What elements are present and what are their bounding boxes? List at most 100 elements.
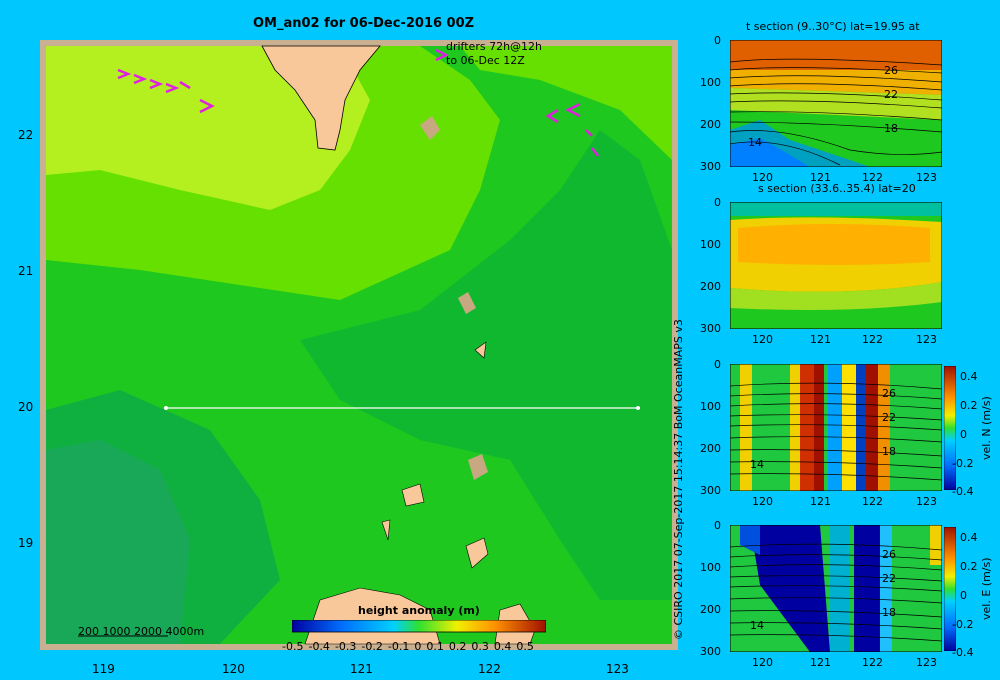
colorbar-tick: 0.5 <box>516 640 534 653</box>
land-taiwan <box>261 45 381 151</box>
panel-lon-tick: 123 <box>916 333 937 346</box>
panel-lon-tick: 122 <box>862 171 883 184</box>
colorbar-tick: -0.1 <box>387 640 410 653</box>
vel-tick: 0 <box>960 589 967 602</box>
contour-label: 22 <box>884 88 898 101</box>
vel-tick: 0.2 <box>960 399 978 412</box>
vel-n-panel <box>730 364 942 491</box>
vel-tick: -0.4 <box>952 646 974 659</box>
contour-label: 14 <box>750 458 764 471</box>
depth-tick: 100 <box>700 400 721 413</box>
depth-tick: 0 <box>714 358 721 371</box>
panel-lon-tick: 123 <box>916 495 937 508</box>
contour-label: 26 <box>882 387 896 400</box>
land-island <box>401 483 425 507</box>
depth-tick: 200 <box>700 442 721 455</box>
colorbar-title: height anomaly (m) <box>358 604 480 617</box>
lat-tick: 22 <box>18 128 34 142</box>
depth-tick: 100 <box>700 561 721 574</box>
depth-tick: 100 <box>700 76 721 89</box>
s-section-panel <box>730 202 942 329</box>
lon-tick: 121 <box>350 662 373 676</box>
panel-lon-tick: 120 <box>752 171 773 184</box>
vel-n-label: vel. N (m/s) <box>980 396 993 460</box>
vel-tick: -0.2 <box>952 618 974 631</box>
panel-lon-tick: 121 <box>810 495 831 508</box>
lon-tick: 120 <box>222 662 245 676</box>
panel-lon-tick: 122 <box>862 333 883 346</box>
t-section-panel <box>730 40 942 167</box>
depth-tick: 0 <box>714 196 721 209</box>
lat-tick: 19 <box>18 536 34 550</box>
panel-lon-tick: 122 <box>862 495 883 508</box>
panel-lon-tick: 123 <box>916 656 937 669</box>
vel-tick: 0 <box>960 428 967 441</box>
colorbar-tick: 0.4 <box>493 640 512 653</box>
colorbar-tick: -0.5 <box>282 640 304 653</box>
lon-tick: 119 <box>92 662 115 676</box>
vel-e-panel <box>730 525 942 652</box>
depth-tick: 300 <box>700 645 721 658</box>
section-line-end <box>164 406 168 410</box>
depth-tick: 300 <box>700 484 721 497</box>
contour-label: 18 <box>882 445 896 458</box>
land-island <box>468 454 488 480</box>
panel-lon-tick: 123 <box>916 171 937 184</box>
vel-e-colorbar <box>944 527 956 651</box>
depth-legend: 200 1000 2000 4000m <box>78 625 205 638</box>
contour-label: 26 <box>882 548 896 561</box>
credit-text: © CSIRO 2017 07-Sep-2017 15:14:37 BoM Oc… <box>672 319 685 640</box>
lon-tick: 123 <box>606 662 629 676</box>
section-line-end <box>636 406 640 410</box>
vel-tick: 0.4 <box>960 531 978 544</box>
depth-tick: 200 <box>700 603 721 616</box>
panel-lon-tick: 121 <box>810 333 831 346</box>
depth-tick: 200 <box>700 118 721 131</box>
depth-tick: 0 <box>714 519 721 532</box>
contour-label: 14 <box>750 619 764 632</box>
land-island <box>381 519 391 541</box>
vel-tick: 0.4 <box>960 370 978 383</box>
vel-n-colorbar <box>944 366 956 490</box>
panel-lon-tick: 120 <box>752 495 773 508</box>
t-section-title: t section (9..30°C) lat=19.95 at <box>746 20 920 33</box>
contour-label: 26 <box>884 64 898 77</box>
contour-label: 18 <box>884 122 898 135</box>
colorbar-tick: -0.2 <box>361 640 383 653</box>
contour-label: 22 <box>882 411 896 424</box>
map-title: OM_an02 for 06-Dec-2016 00Z <box>253 16 475 31</box>
vel-tick: -0.4 <box>952 485 974 498</box>
panel-lon-tick: 120 <box>752 333 773 346</box>
depth-tick: 0 <box>714 34 721 47</box>
map-contour-top-right <box>460 46 672 160</box>
panel-lon-tick: 121 <box>810 171 831 184</box>
drifters-label-1: drifters 72h@12h <box>446 40 543 53</box>
land-island <box>420 116 440 140</box>
drifters-label-2: to 06-Dec 12Z <box>446 54 525 67</box>
vel-tick: 0.2 <box>960 560 978 573</box>
depth-tick: 100 <box>700 238 721 251</box>
colorbar <box>292 620 546 633</box>
colorbar-ticks: -0.5 -0.4 -0.3 -0.2 -0.1 0 0.1 0.2 0.3 0… <box>282 640 534 653</box>
colorbar-tick: -0.4 <box>308 640 330 653</box>
drifter-tracks <box>117 48 599 157</box>
panel-lon-tick: 121 <box>810 656 831 669</box>
depth-tick: 300 <box>700 322 721 335</box>
land-island <box>474 341 487 359</box>
contour-label: 18 <box>882 606 896 619</box>
panel-lon-tick: 122 <box>862 656 883 669</box>
sea-level-map <box>40 40 678 650</box>
colorbar-tick: 0.3 <box>471 640 489 653</box>
land-island <box>458 292 476 314</box>
panel-lon-tick: 120 <box>752 656 773 669</box>
vel-tick: -0.2 <box>952 457 974 470</box>
map-contour-lowest-left <box>46 440 190 644</box>
land-island <box>465 537 489 569</box>
map-contour-low <box>300 130 672 600</box>
contour-label: 14 <box>748 136 762 149</box>
depth-tick: 300 <box>700 160 721 173</box>
lon-tick: 122 <box>478 662 501 676</box>
s-section-title: s section (33.6..35.4) lat=20 <box>758 182 916 195</box>
colorbar-tick: -0.3 <box>334 640 357 653</box>
contour-label: 22 <box>882 572 896 585</box>
